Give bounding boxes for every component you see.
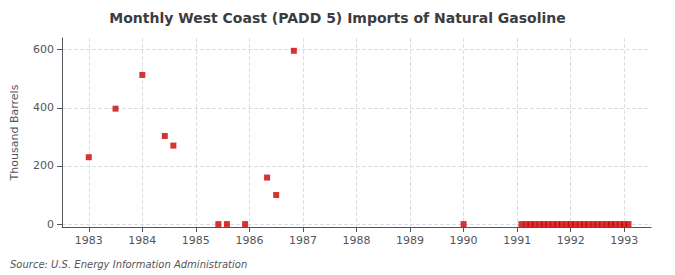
svg-text:1985: 1985 — [182, 234, 210, 247]
svg-text:0: 0 — [47, 218, 54, 231]
svg-text:1983: 1983 — [75, 234, 103, 247]
svg-text:Monthly West Coast (PADD 5) Im: Monthly West Coast (PADD 5) Imports of N… — [109, 10, 566, 26]
svg-text:200: 200 — [33, 159, 54, 172]
svg-text:1991: 1991 — [503, 234, 531, 247]
svg-text:1989: 1989 — [396, 234, 424, 247]
svg-text:1986: 1986 — [235, 234, 263, 247]
svg-text:600: 600 — [33, 43, 54, 56]
svg-text:1984: 1984 — [128, 234, 156, 247]
svg-text:Thousand Barrels: Thousand Barrels — [8, 84, 21, 181]
svg-text:1992: 1992 — [557, 234, 585, 247]
svg-text:400: 400 — [33, 101, 54, 114]
svg-text:1993: 1993 — [610, 234, 638, 247]
svg-text:1988: 1988 — [343, 234, 371, 247]
svg-text:1987: 1987 — [289, 234, 317, 247]
svg-text:1990: 1990 — [450, 234, 478, 247]
svg-text:Source: U.S. Energy Informatio: Source: U.S. Energy Information Administ… — [10, 259, 247, 270]
